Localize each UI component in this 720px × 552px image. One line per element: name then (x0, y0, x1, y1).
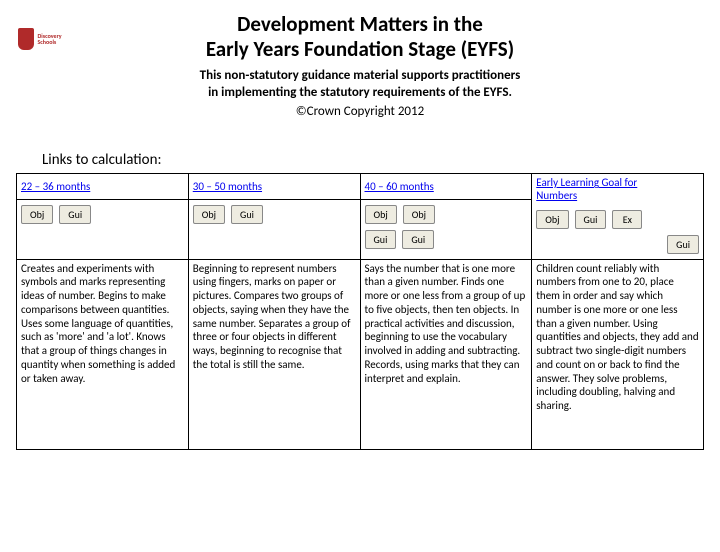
logo-shield-icon (18, 28, 34, 50)
btn-obj-col2a[interactable]: Obj (365, 205, 397, 224)
btn-gui-col3[interactable]: Gui (575, 210, 607, 229)
link-elg[interactable]: Early Learning Goal for Numbers (536, 176, 699, 202)
body-text-2: Says the number that is one more than a … (365, 262, 528, 386)
elg-line-1: Early Learning Goal for (536, 176, 637, 189)
btn-cell-1: Obj Gui (188, 200, 360, 259)
content-grid: 22 – 36 months 30 – 50 months 40 – 60 mo… (16, 173, 704, 449)
subtitle-line-1: This non-statutory guidance material sup… (200, 68, 521, 83)
links-heading: Links to calculation: (42, 151, 720, 169)
body-cell-0: Creates and experiments with symbols and… (17, 259, 189, 449)
body-cell-3: Children count reliably with numbers fro… (532, 259, 704, 449)
body-cell-1: Beginning to represent numbers using fin… (188, 259, 360, 449)
btn-gui-col2b[interactable]: Gui (402, 230, 434, 249)
page-subtitle: This non-statutory guidance material sup… (0, 68, 720, 102)
btn-gui-col1[interactable]: Gui (231, 205, 263, 224)
btn-obj-col0[interactable]: Obj (21, 205, 53, 224)
col-heading-1: 30 – 50 months (188, 174, 360, 200)
col-heading-3: Early Learning Goal for Numbers Obj Gui … (532, 174, 704, 259)
title-line-2: Early Years Foundation Stage (EYFS) (206, 36, 514, 62)
link-40-60[interactable]: 40 – 60 months (365, 180, 434, 193)
btn-ex-col3[interactable]: Ex (612, 210, 642, 229)
elg-line-2: Numbers (536, 189, 577, 202)
logo-text: Discovery Schools (37, 33, 78, 45)
page-title: Development Matters in the Early Years F… (0, 12, 720, 62)
copyright-text: ©Crown Copyright 2012 (0, 104, 720, 119)
title-line-1: Development Matters in the (237, 11, 483, 37)
body-text-3: Children count reliably with numbers fro… (536, 262, 699, 413)
btn-obj-col2b[interactable]: Obj (403, 205, 435, 224)
body-text-1: Beginning to represent numbers using fin… (193, 262, 356, 372)
col-heading-0: 22 – 36 months (17, 174, 189, 200)
btn-cell-2: Obj Obj Gui Gui (360, 200, 532, 259)
btn-row-col3-2: Gui (536, 232, 699, 257)
body-text-0: Creates and experiments with symbols and… (21, 262, 184, 386)
col-heading-2: 40 – 60 months (360, 174, 532, 200)
school-logo: Discovery Schools (18, 24, 78, 54)
body-row: Creates and experiments with symbols and… (17, 259, 704, 449)
btn-obj-col1[interactable]: Obj (193, 205, 225, 224)
heading-row: 22 – 36 months 30 – 50 months 40 – 60 mo… (17, 174, 704, 200)
btn-cell-0: Obj Gui (17, 200, 189, 259)
btn-gui-col2a[interactable]: Gui (365, 230, 397, 249)
btn-row-col3-1: Obj Gui Ex (536, 207, 699, 232)
link-22-36[interactable]: 22 – 36 months (21, 180, 90, 193)
link-30-50[interactable]: 30 – 50 months (193, 180, 262, 193)
btn-gui-col3b[interactable]: Gui (667, 235, 699, 254)
btn-gui-col0[interactable]: Gui (59, 205, 91, 224)
btn-obj-col3[interactable]: Obj (536, 210, 568, 229)
subtitle-line-2: in implementing the statutory requiremen… (208, 85, 512, 100)
body-cell-2: Says the number that is one more than a … (360, 259, 532, 449)
